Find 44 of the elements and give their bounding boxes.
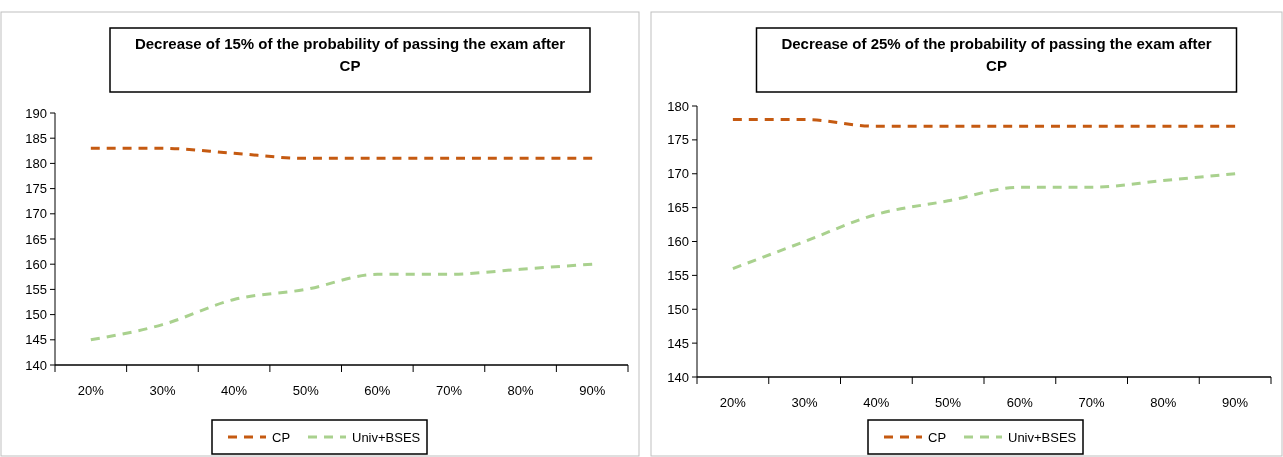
y-tick-label: 170 xyxy=(25,206,47,222)
x-tick-label: 60% xyxy=(1006,395,1034,410)
y-tick-label: 155 xyxy=(25,281,47,297)
x-tick-label: 80% xyxy=(1150,395,1177,410)
x-tick-label: 20% xyxy=(719,395,747,410)
x-tick-label: 90% xyxy=(579,383,606,398)
x-tick-label: 40% xyxy=(221,383,248,398)
y-tick-label: 145 xyxy=(667,335,689,351)
y-tick-label: 190 xyxy=(25,105,47,121)
x-tick-label: 50% xyxy=(292,383,320,398)
line-series xyxy=(731,172,1237,271)
line-series xyxy=(89,262,594,342)
legend-label: Univ+BSES xyxy=(352,429,421,445)
x-tick-label: 20% xyxy=(77,383,105,398)
y-tick-label: 175 xyxy=(667,132,689,148)
x-tick-label: 80% xyxy=(507,383,535,398)
y-tick-label: 175 xyxy=(25,181,47,197)
y-tick-label: 160 xyxy=(25,256,47,272)
y-tick-label: 160 xyxy=(667,234,689,250)
y-tick-label: 180 xyxy=(667,98,689,114)
x-tick-label: 30% xyxy=(791,395,819,410)
x-tick-label: 60% xyxy=(364,383,391,398)
x-tick-label: 50% xyxy=(935,395,962,410)
y-tick-label: 170 xyxy=(667,166,689,182)
x-tick-label: 70% xyxy=(435,383,463,398)
legend-label: CP xyxy=(272,429,291,445)
y-tick-label: 150 xyxy=(25,307,47,323)
x-tick-label: 30% xyxy=(149,383,176,398)
x-tick-label: 70% xyxy=(1078,395,1106,410)
y-tick-label: 150 xyxy=(667,301,689,317)
y-tick-label: 140 xyxy=(667,369,689,385)
y-tick-label: 155 xyxy=(667,267,689,283)
x-tick-label: 90% xyxy=(1222,395,1249,410)
legend-label: Univ+BSES xyxy=(1008,429,1077,445)
y-tick-label: 145 xyxy=(25,332,47,348)
legend-label: CP xyxy=(928,429,947,445)
chart-title: Decrease of 25% of the probability of passing the exam after CP xyxy=(781,35,1212,74)
y-tick-label: 180 xyxy=(25,155,47,171)
y-tick-label: 140 xyxy=(25,357,47,373)
y-tick-label: 185 xyxy=(25,130,47,146)
y-tick-label: 165 xyxy=(667,200,689,216)
y-tick-label: 165 xyxy=(25,231,47,247)
x-tick-label: 40% xyxy=(863,395,890,410)
chart-title: Decrease of 15% of the probability of passing the exam after CP xyxy=(134,35,566,74)
